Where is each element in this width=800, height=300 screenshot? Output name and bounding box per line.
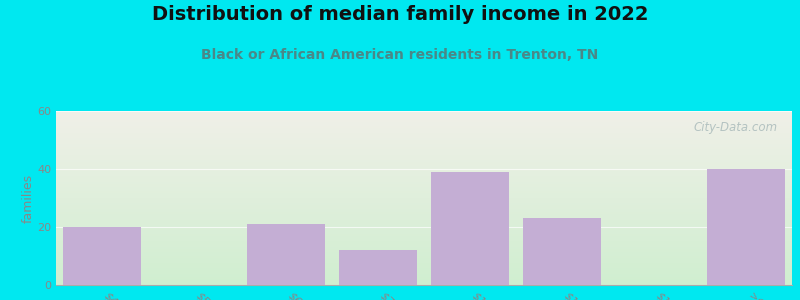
Bar: [247, 224, 325, 285]
Text: Distribution of median family income in 2022: Distribution of median family income in …: [152, 4, 648, 23]
Bar: [707, 169, 785, 285]
Text: City-Data.com: City-Data.com: [693, 122, 778, 134]
Text: Black or African American residents in Trenton, TN: Black or African American residents in T…: [202, 48, 598, 62]
Y-axis label: families: families: [22, 173, 34, 223]
Bar: [523, 218, 601, 285]
Bar: [339, 250, 417, 285]
Bar: [63, 227, 141, 285]
Bar: [431, 172, 509, 285]
